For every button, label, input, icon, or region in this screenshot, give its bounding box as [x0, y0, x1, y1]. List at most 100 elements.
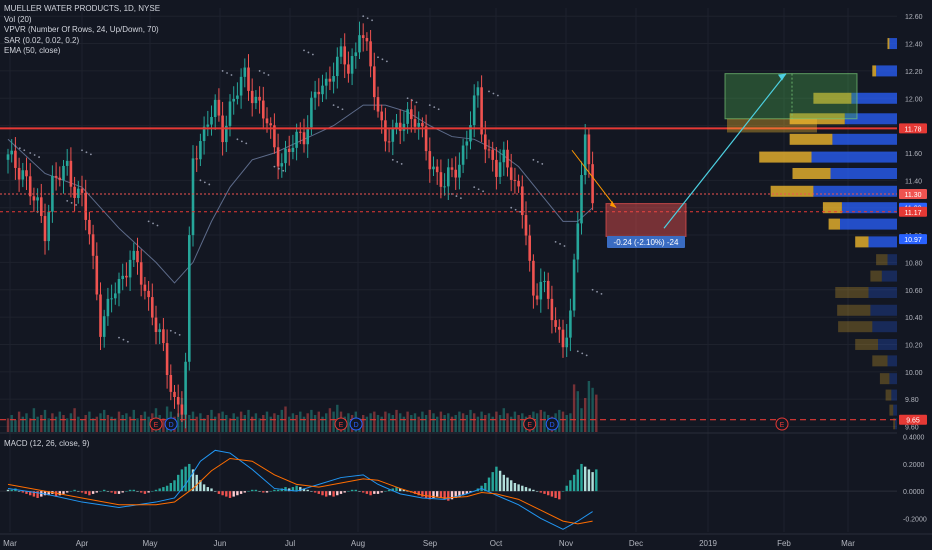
candle-body	[169, 374, 173, 392]
volume-bar	[487, 413, 491, 432]
event-markers[interactable]: E E E ED D D	[149, 417, 789, 431]
horizontal-levels[interactable]	[0, 127, 897, 421]
sar-indicator-label[interactable]: SAR (0.02, 0.02, 0.2)	[4, 35, 80, 45]
sar-dot	[208, 183, 211, 186]
volume-bar	[410, 415, 413, 432]
volume-bars	[6, 381, 598, 432]
vpvr-down-row	[855, 338, 878, 350]
sar-dot	[492, 92, 495, 95]
macd-histogram-bar	[325, 491, 328, 497]
candle-body	[232, 98, 235, 102]
price-tick-label: 10.40	[905, 315, 923, 322]
volume-bar	[595, 394, 598, 432]
volume-bar	[136, 418, 139, 432]
volume-bar	[202, 418, 206, 432]
volume-bar	[117, 411, 121, 432]
volume-bar	[228, 418, 232, 432]
macd-histogram-bar	[91, 491, 95, 494]
volume-bar	[236, 416, 239, 432]
volume-bar	[428, 409, 431, 432]
dividend-marker-label: D	[354, 422, 359, 429]
candle-body	[447, 167, 450, 187]
ema-indicator-label[interactable]: EMA (50, close)	[4, 46, 61, 55]
candle-body	[410, 109, 413, 120]
volume-bar	[387, 413, 391, 432]
candle-body	[502, 149, 506, 163]
candle-body	[165, 343, 169, 375]
volume-bar	[258, 418, 261, 432]
candle-body	[21, 170, 25, 180]
candle-body	[254, 96, 258, 104]
volume-bar	[498, 415, 502, 432]
dividend-marker	[349, 417, 363, 431]
volume-bar	[43, 409, 47, 432]
volume-bar	[114, 418, 117, 432]
macd-histogram-bar	[458, 491, 461, 497]
sar-dot	[169, 329, 172, 332]
candle-body	[228, 101, 232, 126]
volume-bar	[69, 413, 73, 432]
volume-bar	[17, 411, 21, 432]
macd-histogram-bar	[84, 491, 87, 494]
volume-bar	[206, 415, 209, 432]
candle-body	[535, 295, 539, 300]
price-tick-label: 9.60	[905, 425, 919, 432]
macd-histogram-bar	[539, 491, 542, 493]
candle-body	[173, 391, 176, 398]
volume-bar	[95, 416, 98, 432]
candle-body	[180, 404, 184, 415]
macd-histogram-bar	[132, 489, 135, 492]
candle-body	[480, 87, 483, 135]
volume-bar	[484, 415, 487, 432]
candle-body	[6, 154, 10, 160]
volume-bar	[569, 413, 572, 432]
candle-body	[102, 316, 106, 337]
candle-body	[143, 284, 147, 291]
macd-histogram-bar	[17, 491, 21, 492]
candle-body	[110, 298, 113, 300]
macd-histogram-bar	[424, 491, 428, 498]
price-tick-label: 12.40	[905, 42, 923, 49]
volume-bar	[243, 415, 246, 432]
macd-histogram-bar	[188, 463, 191, 492]
sar-dot	[563, 245, 566, 247]
macd-histogram-bar	[524, 487, 528, 492]
candle-body	[77, 188, 80, 198]
candle-body	[554, 320, 557, 327]
macd-histogram-bar	[106, 491, 110, 492]
volume-bar	[302, 416, 306, 432]
macd-histogram-bar	[40, 491, 43, 497]
vpvr-indicator-label[interactable]: VPVR (Number Of Rows, 24, Up/Down, 70)	[4, 25, 159, 34]
candle-body	[354, 52, 358, 57]
candle-body	[114, 293, 117, 299]
time-tick-label: Feb	[777, 539, 791, 548]
dividend-marker-label: D	[169, 422, 174, 429]
vpvr-down-row	[872, 355, 888, 367]
volume-bar	[543, 411, 546, 432]
price-tick-label: 12.60	[905, 14, 923, 21]
candle-body	[121, 275, 124, 280]
macd-indicator-label[interactable]: MACD (12, 26, close, 9)	[4, 439, 90, 448]
candle-body	[454, 169, 457, 178]
volume-bar	[232, 413, 235, 432]
vpvr-up-row	[872, 321, 897, 333]
macd-histogram-bar	[110, 491, 113, 493]
price-axis[interactable]: 12.6012.4012.2012.0011.8011.6011.4011.20…	[899, 14, 927, 523]
drawings[interactable]: -0.24 (-2.10%) -24	[571, 73, 858, 248]
volume-bar	[373, 411, 376, 432]
vol-indicator-label[interactable]: Vol (20)	[4, 14, 32, 24]
candle-body	[91, 234, 95, 256]
time-axis[interactable]: Mar Apr May Jun Jul Aug Sep Oct Nov Dec 2019 Feb Mar	[0, 533, 932, 548]
candle-body	[317, 91, 321, 95]
volume-bar	[476, 416, 480, 432]
sar-dot	[230, 74, 233, 76]
sar-dot	[236, 138, 239, 141]
vpvr-up-row	[868, 286, 897, 298]
sar-dot	[156, 224, 159, 227]
sar-dot	[377, 56, 379, 59]
dividend-marker-label: D	[550, 422, 555, 429]
macd-histogram-bar	[561, 491, 565, 492]
candle-body	[99, 294, 102, 337]
vpvr-down-row	[759, 151, 812, 163]
